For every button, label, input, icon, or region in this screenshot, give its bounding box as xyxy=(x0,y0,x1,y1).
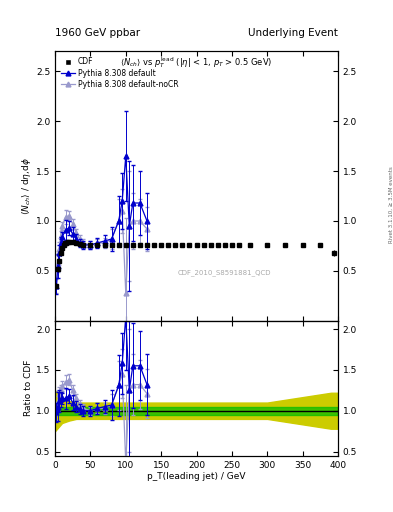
Y-axis label: Ratio to CDF: Ratio to CDF xyxy=(24,360,33,416)
X-axis label: p_T(leading jet) / GeV: p_T(leading jet) / GeV xyxy=(147,472,246,481)
Text: Rivet 3.1.10, ≥ 3.5M events: Rivet 3.1.10, ≥ 3.5M events xyxy=(389,166,393,243)
Text: CDF_2010_S8591881_QCD: CDF_2010_S8591881_QCD xyxy=(178,269,272,275)
Text: 1960 GeV ppbar: 1960 GeV ppbar xyxy=(55,28,140,38)
Legend: CDF, Pythia 8.308 default, Pythia 8.308 default-noCR: CDF, Pythia 8.308 default, Pythia 8.308 … xyxy=(59,55,181,91)
Text: $\langle N_{ch}\rangle$ vs $p_T^{\rm lead}$ ($|\eta|$ < 1, $p_T$ > 0.5 GeV): $\langle N_{ch}\rangle$ vs $p_T^{\rm lea… xyxy=(120,55,273,70)
Text: Underlying Event: Underlying Event xyxy=(248,28,338,38)
Y-axis label: $\langle N_{ch}\rangle$ / d$\eta$,d$\phi$: $\langle N_{ch}\rangle$ / d$\eta$,d$\phi… xyxy=(20,157,33,215)
